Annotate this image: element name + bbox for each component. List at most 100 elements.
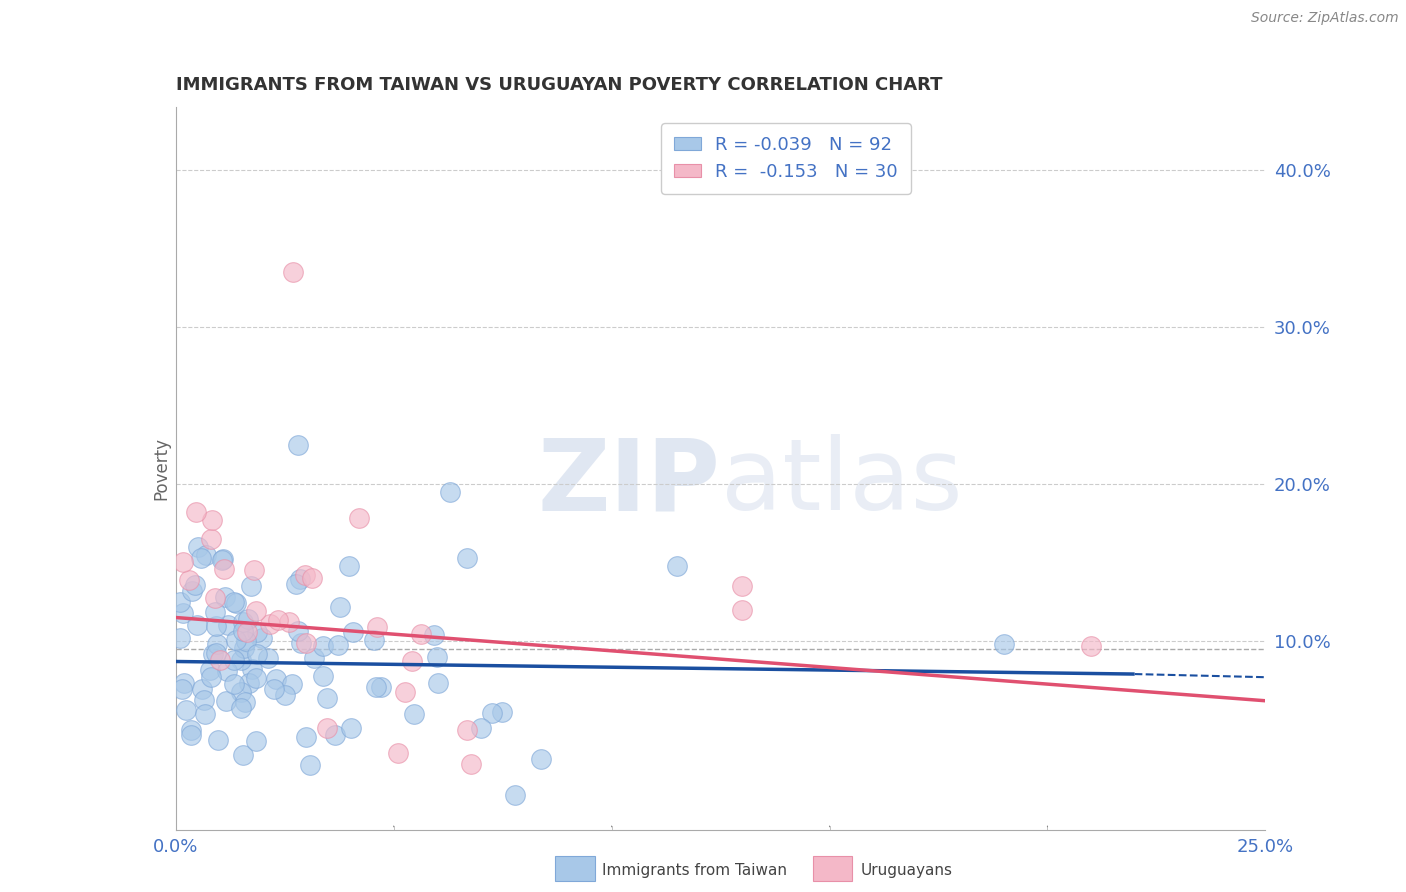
Point	[238, 612, 260, 626]
Point	[456, 550, 478, 565]
Point	[200, 532, 222, 546]
Point	[224, 677, 246, 691]
Point	[329, 599, 352, 614]
Point	[363, 633, 385, 648]
Text: Immigrants from Taiwan: Immigrants from Taiwan	[602, 863, 787, 878]
Point	[215, 664, 238, 678]
Point	[233, 641, 256, 656]
Point	[235, 695, 257, 709]
Point	[169, 631, 191, 645]
Point	[503, 788, 526, 802]
Point	[204, 591, 226, 606]
Point	[301, 571, 323, 585]
Point	[287, 438, 309, 452]
Point	[366, 620, 388, 634]
Point	[411, 627, 433, 641]
Point	[170, 681, 193, 696]
Point	[186, 617, 208, 632]
Point	[201, 647, 224, 661]
Point	[211, 553, 233, 567]
Point	[287, 624, 309, 638]
Point	[288, 572, 311, 586]
Point	[283, 265, 305, 279]
Point	[423, 628, 446, 642]
Point	[209, 653, 232, 667]
Point	[470, 721, 492, 735]
Point	[198, 663, 221, 677]
Point	[176, 703, 198, 717]
Point	[186, 540, 209, 554]
Y-axis label: Poverty: Poverty	[152, 437, 170, 500]
Point	[394, 685, 416, 699]
Text: IMMIGRANTS FROM TAIWAN VS URUGUAYAN POVERTY CORRELATION CHART: IMMIGRANTS FROM TAIWAN VS URUGUAYAN POVE…	[176, 77, 942, 95]
Point	[290, 636, 312, 650]
Point	[229, 700, 252, 714]
Point	[294, 731, 316, 745]
Point	[387, 746, 409, 760]
Point	[347, 510, 370, 524]
Point	[731, 602, 754, 616]
Point	[225, 633, 247, 648]
Point	[278, 615, 301, 629]
Point	[252, 632, 274, 646]
Point	[439, 484, 461, 499]
Point	[205, 646, 228, 660]
Point	[259, 616, 281, 631]
Point	[225, 596, 247, 610]
Point	[337, 559, 360, 574]
Point	[246, 647, 269, 661]
Point	[312, 669, 335, 683]
Point	[214, 562, 236, 576]
Point	[169, 595, 191, 609]
Point	[274, 689, 297, 703]
Point	[401, 654, 423, 668]
Point	[240, 579, 263, 593]
Point	[190, 550, 212, 565]
Point	[294, 635, 316, 649]
Point	[366, 680, 388, 694]
Point	[217, 618, 239, 632]
Text: atlas: atlas	[721, 434, 962, 532]
Point	[231, 685, 253, 699]
Point	[264, 673, 287, 687]
Point	[666, 558, 689, 573]
Point	[180, 728, 202, 742]
Point	[240, 661, 263, 675]
Point	[456, 723, 478, 738]
Point	[257, 651, 280, 665]
Point	[315, 722, 337, 736]
Point	[214, 590, 236, 604]
Point	[191, 682, 214, 697]
Point	[530, 752, 553, 766]
Point	[245, 733, 267, 747]
Point	[263, 682, 285, 697]
Point	[193, 693, 215, 707]
Point	[205, 619, 228, 633]
Point	[172, 555, 194, 569]
Point	[285, 577, 308, 591]
Point	[222, 653, 245, 667]
Text: Source: ZipAtlas.com: Source: ZipAtlas.com	[1251, 11, 1399, 25]
Point	[184, 578, 207, 592]
Point	[426, 650, 449, 665]
Point	[294, 568, 316, 582]
Point	[243, 563, 266, 577]
Point	[205, 637, 228, 651]
Point	[245, 624, 267, 639]
Point	[481, 706, 503, 720]
Point	[245, 671, 267, 685]
Point	[179, 573, 201, 587]
Point	[299, 758, 322, 772]
Point	[426, 676, 449, 690]
Point	[195, 548, 218, 562]
Point	[204, 605, 226, 619]
Point	[302, 650, 325, 665]
Point	[212, 551, 235, 566]
Point	[340, 721, 363, 735]
Point	[180, 723, 202, 738]
Point	[236, 624, 259, 639]
Point	[232, 615, 254, 629]
Point	[235, 633, 257, 648]
Point	[402, 707, 425, 722]
Point	[224, 595, 246, 609]
